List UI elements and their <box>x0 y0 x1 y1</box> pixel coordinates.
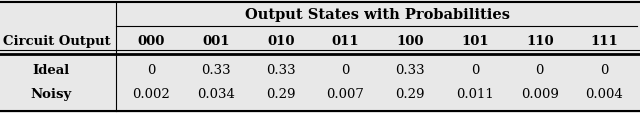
Text: Circuit Output: Circuit Output <box>3 35 111 48</box>
Text: 0.009: 0.009 <box>521 87 559 100</box>
Text: 0.011: 0.011 <box>456 87 494 100</box>
Text: Output States with Probabilities: Output States with Probabilities <box>245 8 511 22</box>
Text: 0.034: 0.034 <box>197 87 235 100</box>
Text: 001: 001 <box>202 35 230 48</box>
Text: 0.29: 0.29 <box>266 87 296 100</box>
Text: 0: 0 <box>341 63 349 76</box>
Text: 101: 101 <box>461 35 489 48</box>
Text: 0: 0 <box>471 63 479 76</box>
Text: 0.004: 0.004 <box>586 87 623 100</box>
Text: 0.002: 0.002 <box>132 87 170 100</box>
Text: Ideal: Ideal <box>33 63 70 76</box>
Text: 0: 0 <box>600 63 609 76</box>
Text: 111: 111 <box>591 35 618 48</box>
Text: 0.29: 0.29 <box>396 87 425 100</box>
Text: 110: 110 <box>526 35 554 48</box>
Text: 0.33: 0.33 <box>396 63 425 76</box>
Text: 0: 0 <box>536 63 544 76</box>
Text: 000: 000 <box>138 35 165 48</box>
Text: 011: 011 <box>332 35 360 48</box>
Text: 0.33: 0.33 <box>266 63 296 76</box>
Text: 0: 0 <box>147 63 156 76</box>
Text: 0.33: 0.33 <box>202 63 231 76</box>
Text: 100: 100 <box>397 35 424 48</box>
Text: 010: 010 <box>267 35 294 48</box>
Text: Noisy: Noisy <box>31 87 72 100</box>
Text: 0.007: 0.007 <box>326 87 365 100</box>
